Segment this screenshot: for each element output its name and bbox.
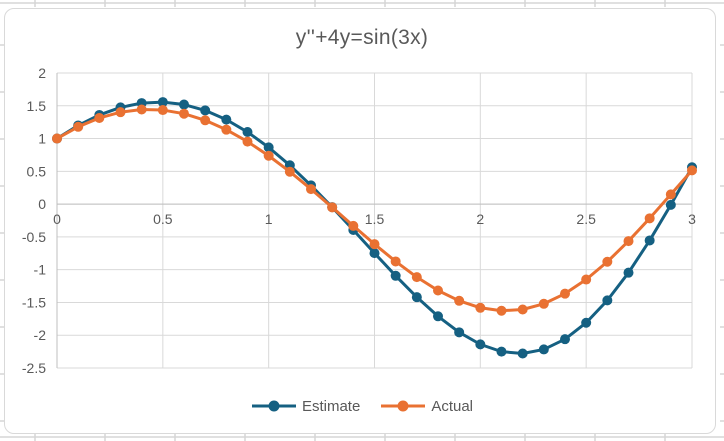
data-point-marker[interactable] (517, 348, 528, 359)
data-point-marker[interactable] (73, 121, 84, 132)
axes (56, 73, 692, 368)
data-point-marker[interactable] (242, 127, 253, 138)
legend-item-estimate[interactable]: Estimate (251, 398, 360, 415)
data-point-marker[interactable] (200, 115, 211, 126)
data-point-marker[interactable] (602, 256, 613, 267)
series-actual[interactable] (52, 104, 697, 316)
x-axis-tick-label: 2.5 (576, 211, 596, 227)
y-axis-tick-label: 2 (38, 65, 46, 81)
data-point-marker[interactable] (496, 305, 507, 316)
data-point-marker[interactable] (433, 311, 443, 322)
data-point-marker[interactable] (157, 97, 168, 108)
data-point-marker[interactable] (136, 104, 147, 115)
y-axis-tick-label: 0 (38, 196, 46, 212)
y-axis-tick-label: 1 (38, 131, 46, 147)
data-point-marker[interactable] (242, 136, 253, 147)
y-axis-tick-label: -2 (34, 327, 47, 343)
data-point-marker[interactable] (52, 133, 62, 144)
data-point-marker[interactable] (284, 166, 295, 177)
data-point-marker[interactable] (263, 142, 274, 153)
data-point-marker[interactable] (602, 295, 613, 306)
chart-title[interactable]: y''+4y=sin(3x) (295, 26, 429, 49)
data-point-marker[interactable] (517, 304, 528, 315)
data-point-marker[interactable] (179, 108, 189, 119)
data-point-marker[interactable] (454, 295, 465, 306)
y-axis-tick-label: -1.5 (22, 294, 46, 310)
y-axis-tick-label: -0.5 (22, 229, 46, 245)
data-point-marker[interactable] (687, 165, 697, 176)
x-axis-tick-label: 1 (265, 211, 273, 227)
data-point-marker[interactable] (475, 339, 486, 350)
data-point-marker[interactable] (200, 105, 211, 116)
tick-labels: 2 1.5 1 0.5 0 -0.5 -1 -1.5 -2 -2.5 0 0.5 1 1.5 2 2.5 3 (22, 65, 696, 376)
x-axis-tick-label: 3 (688, 211, 696, 227)
legend-label: Actual (431, 397, 474, 415)
legend-circle-marker (268, 400, 280, 412)
data-point-marker[interactable] (369, 248, 380, 259)
legend: Estimate Actual (0, 394, 724, 418)
data-point-marker[interactable] (560, 334, 570, 345)
data-point-marker[interactable] (581, 274, 592, 285)
data-point-marker[interactable] (369, 239, 380, 250)
legend-circle-marker (397, 400, 409, 412)
legend-label: Estimate (301, 397, 361, 415)
data-point-marker[interactable] (560, 288, 570, 299)
legend-marker-icon (251, 400, 296, 412)
data-point-marker[interactable] (581, 317, 592, 328)
x-axis-tick-label: 1.5 (365, 211, 385, 227)
data-point-marker[interactable] (306, 184, 316, 195)
data-point-marker[interactable] (665, 199, 676, 210)
data-point-marker[interactable] (644, 235, 655, 246)
data-point-marker[interactable] (411, 272, 422, 283)
data-point-marker[interactable] (157, 105, 168, 116)
y-axis-tick-label: -1 (34, 262, 47, 278)
data-point-marker[interactable] (623, 236, 634, 247)
data-point-marker[interactable] (179, 99, 189, 110)
data-point-marker[interactable] (348, 220, 359, 231)
y-axis-tick-label: 1.5 (27, 98, 47, 114)
data-point-marker[interactable] (475, 302, 486, 313)
x-axis-tick-label: 0 (53, 211, 61, 227)
data-point-marker[interactable] (221, 114, 232, 125)
data-point-marker[interactable] (94, 112, 105, 123)
data-point-marker[interactable] (644, 213, 655, 224)
data-point-marker[interactable] (390, 256, 401, 267)
y-axis-tick-label: -2.5 (22, 360, 46, 376)
x-axis-tick-label: 0.5 (153, 211, 173, 227)
data-point-marker[interactable] (390, 270, 401, 281)
data-point-marker[interactable] (327, 202, 338, 213)
data-point-marker[interactable] (496, 346, 507, 357)
chart-frame (4, 8, 716, 434)
data-point-marker[interactable] (538, 298, 549, 309)
legend-item-actual[interactable]: Actual (380, 398, 473, 415)
data-point-marker[interactable] (115, 107, 126, 118)
data-point-marker[interactable] (433, 285, 443, 296)
data-point-marker[interactable] (623, 267, 634, 278)
data-point-marker[interactable] (538, 344, 549, 355)
data-point-marker[interactable] (411, 292, 422, 303)
data-point-marker[interactable] (454, 327, 465, 338)
y-axis-tick-label: 0.5 (27, 163, 47, 179)
legend-marker-icon (381, 400, 426, 412)
x-axis-tick-label: 2 (476, 211, 484, 227)
data-point-marker[interactable] (263, 150, 274, 161)
data-point-marker[interactable] (665, 189, 676, 200)
data-point-marker[interactable] (221, 124, 232, 135)
